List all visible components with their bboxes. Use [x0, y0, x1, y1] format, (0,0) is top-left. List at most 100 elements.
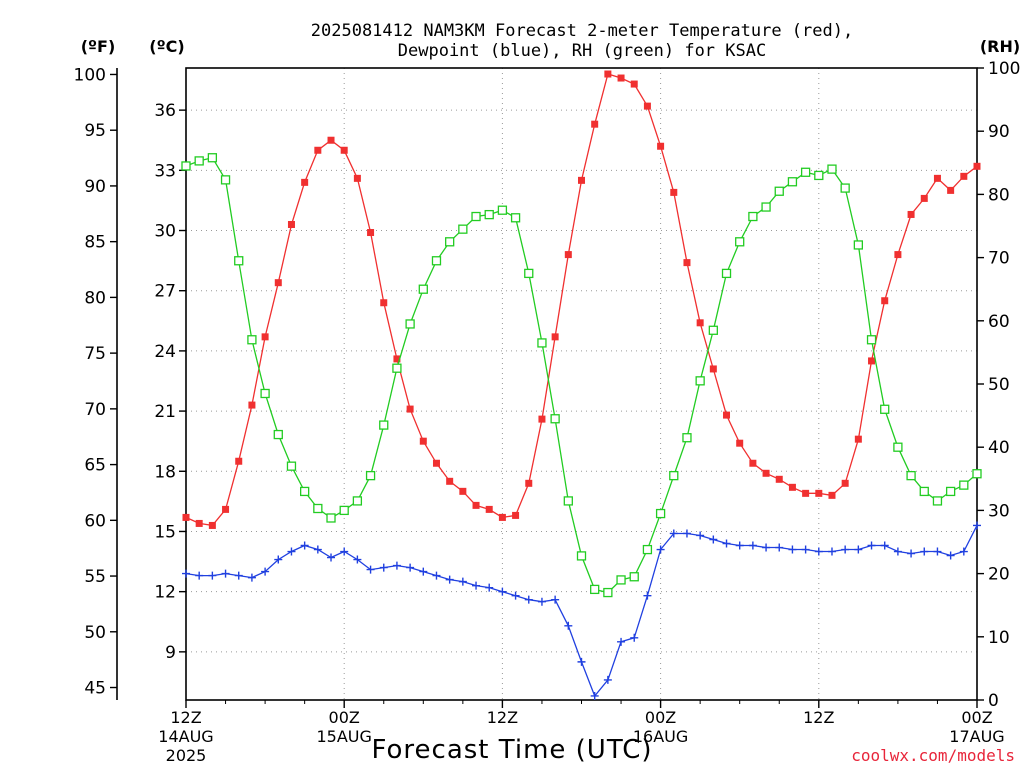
temperature-point — [723, 411, 731, 419]
temperature-point — [709, 365, 717, 373]
rh-point — [194, 156, 204, 166]
rh-point — [260, 388, 270, 399]
temperature-point — [512, 511, 520, 519]
temperature-point — [947, 186, 955, 194]
dewpoint-point — [643, 591, 652, 600]
rh-point — [299, 486, 310, 497]
dewpoint-point — [669, 529, 678, 538]
time-tick-label: 12Z — [170, 708, 201, 727]
temperature-point — [933, 174, 941, 182]
temperature-point — [287, 220, 295, 228]
temperature-point — [248, 401, 256, 409]
celsius-tick-label: 21 — [154, 402, 176, 422]
dewpoint-point — [419, 567, 428, 576]
date-tick-label: 15AUG — [316, 727, 371, 746]
dewpoint-point — [287, 547, 296, 556]
rh-tick-label: 70 — [988, 249, 1010, 269]
dewpoint-point — [696, 531, 705, 540]
rh-point — [247, 335, 257, 345]
rh-point — [603, 587, 613, 598]
rh-point — [840, 183, 850, 193]
rh-tick-label: 50 — [988, 375, 1010, 395]
series-temperature — [182, 70, 981, 529]
series-rh — [181, 153, 982, 598]
rh-point — [181, 161, 191, 171]
rh-point — [365, 470, 376, 481]
rh-point — [669, 470, 679, 481]
dewpoint-point — [933, 547, 942, 556]
rh-tick-label: 100 — [988, 59, 1020, 79]
rh-unit-label: (RH) — [980, 37, 1020, 56]
dewpoint-point — [208, 571, 217, 580]
dewpoint-point — [406, 563, 415, 572]
dewpoint-point — [511, 591, 520, 600]
dewpoint-point — [590, 691, 599, 700]
dewpoint-point — [775, 543, 784, 552]
rh-point — [682, 433, 692, 443]
rh-point — [379, 420, 389, 430]
temperature-point — [802, 489, 810, 497]
date-tick-label: 17AUG — [949, 727, 1004, 746]
temperature-point — [788, 483, 796, 491]
rh-point — [273, 429, 283, 440]
rh-point — [866, 335, 877, 345]
celsius-tick-label: 36 — [154, 101, 176, 121]
temperature-point — [432, 459, 440, 467]
rh-point — [458, 224, 468, 234]
series-dewpoint — [182, 521, 981, 700]
tick-labels: 3633302724211815129100959085807570656055… — [74, 59, 1021, 765]
chart-axes — [110, 67, 984, 708]
temperature-point — [538, 415, 546, 423]
celsius-tick-label: 18 — [154, 462, 176, 482]
rh-tick-label: 90 — [988, 122, 1010, 142]
dewpoint-point — [247, 573, 256, 582]
temperature-point — [907, 210, 915, 218]
dewpoint-point — [340, 547, 349, 556]
rh-point — [537, 338, 547, 348]
dewpoint-point — [814, 547, 823, 556]
time-tick-label: 12Z — [803, 708, 834, 727]
dewpoint-point — [353, 555, 362, 564]
rh-tick-label: 40 — [988, 438, 1010, 458]
rh-point — [721, 268, 732, 279]
celsius-tick-label: 33 — [154, 161, 176, 181]
temperature-point — [551, 333, 559, 341]
temperature-point — [261, 333, 269, 341]
dewpoint-point — [880, 541, 889, 550]
dewpoint-point — [498, 587, 507, 596]
rh-point — [431, 256, 442, 266]
rh-point — [787, 177, 798, 187]
rh-point — [919, 486, 929, 497]
dewpoint-point — [551, 595, 560, 604]
rh-point — [392, 363, 402, 373]
date-tick-label: 14AUG — [158, 727, 213, 746]
temperature-point — [854, 435, 862, 443]
rh-point — [629, 572, 639, 582]
dewpoint-point — [327, 553, 336, 562]
dewpoint-point — [682, 529, 691, 538]
time-tick-label: 00Z — [329, 708, 360, 727]
fahrenheit-tick-label: 100 — [74, 65, 106, 85]
temperature-point — [393, 355, 401, 363]
temperature-point — [828, 491, 836, 499]
dewpoint-point — [432, 571, 441, 580]
temperature-point — [736, 439, 744, 447]
dewpoint-point — [261, 567, 270, 576]
dewpoint-point — [946, 551, 955, 560]
dewpoint-point — [379, 563, 388, 572]
dewpoint-point — [392, 561, 401, 570]
temperature-point — [222, 505, 230, 513]
chart-titles: 2025081412 NAM3KM Forecast 2-meter Tempe… — [311, 21, 853, 61]
fahrenheit-tick-label: 50 — [84, 623, 106, 643]
rh-point — [590, 584, 600, 595]
rh-point — [695, 376, 705, 386]
temperature-point — [657, 142, 665, 150]
dewpoint-point — [722, 539, 731, 548]
time-tick-label: 00Z — [961, 708, 992, 727]
rh-point — [893, 442, 903, 452]
temperature-point — [617, 74, 625, 82]
rh-tick-label: 30 — [988, 501, 1010, 521]
rh-point — [510, 213, 521, 223]
rh-point — [708, 325, 718, 335]
